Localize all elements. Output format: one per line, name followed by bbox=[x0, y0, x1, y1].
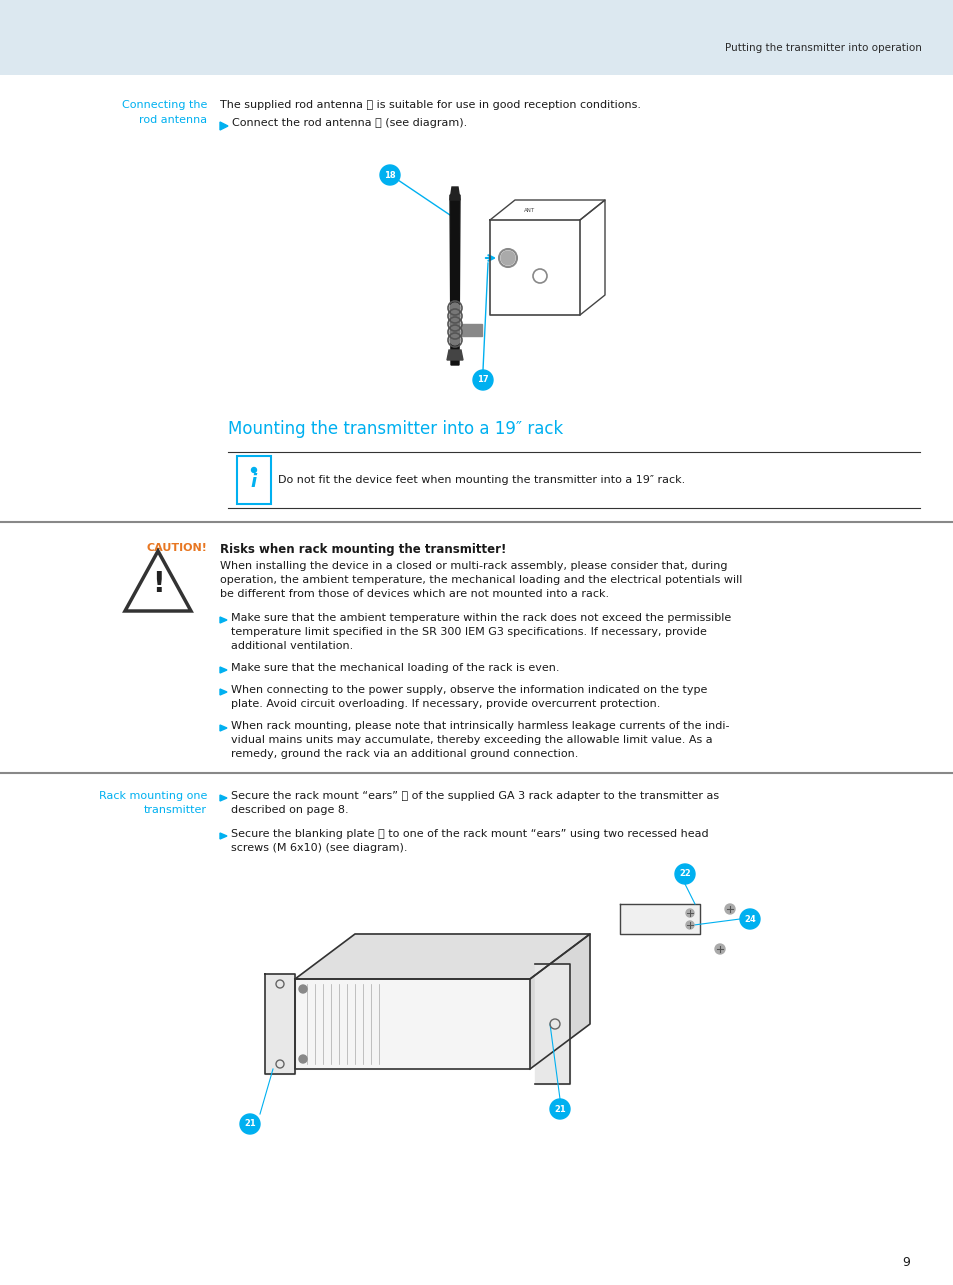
Text: 18: 18 bbox=[384, 171, 395, 180]
Text: The supplied rod antenna Ⓑ is suitable for use in good reception conditions.: The supplied rod antenna Ⓑ is suitable f… bbox=[220, 100, 640, 111]
Circle shape bbox=[252, 468, 256, 473]
Text: CAUTION!: CAUTION! bbox=[146, 544, 207, 553]
Text: Secure the rack mount “ears” ⓔ of the supplied GA 3 rack adapter to the transmit: Secure the rack mount “ears” ⓔ of the su… bbox=[231, 792, 719, 801]
Circle shape bbox=[450, 326, 459, 337]
Text: Connecting the: Connecting the bbox=[121, 100, 207, 111]
Circle shape bbox=[724, 905, 734, 914]
Text: When installing the device in a closed or multi-rack assembly, please consider t: When installing the device in a closed o… bbox=[220, 562, 727, 571]
Polygon shape bbox=[530, 934, 589, 1069]
Text: Rack mounting one: Rack mounting one bbox=[98, 792, 207, 801]
Circle shape bbox=[450, 303, 459, 314]
Text: screws (M 6x10) (see diagram).: screws (M 6x10) (see diagram). bbox=[231, 843, 407, 853]
Text: rod antenna: rod antenna bbox=[139, 114, 207, 125]
Text: 9: 9 bbox=[902, 1257, 909, 1270]
Polygon shape bbox=[220, 617, 227, 623]
Polygon shape bbox=[450, 188, 459, 200]
FancyBboxPatch shape bbox=[236, 456, 271, 504]
Text: Secure the blanking plate ⓕ to one of the rack mount “ears” using two recessed h: Secure the blanking plate ⓕ to one of th… bbox=[231, 829, 708, 839]
Text: operation, the ambient temperature, the mechanical loading and the electrical po: operation, the ambient temperature, the … bbox=[220, 574, 741, 585]
Polygon shape bbox=[220, 795, 227, 801]
Polygon shape bbox=[294, 934, 589, 979]
Polygon shape bbox=[265, 974, 294, 1074]
Text: temperature limit specified in the SR 300 IEM G3 specifications. If necessary, p: temperature limit specified in the SR 30… bbox=[231, 627, 706, 637]
Circle shape bbox=[298, 1055, 307, 1063]
Circle shape bbox=[550, 1099, 569, 1119]
Polygon shape bbox=[220, 689, 227, 695]
Text: vidual mains units may accumulate, thereby exceeding the allowable limit value. : vidual mains units may accumulate, there… bbox=[231, 735, 712, 745]
Polygon shape bbox=[619, 905, 700, 934]
Text: plate. Avoid circuit overloading. If necessary, provide overcurrent protection.: plate. Avoid circuit overloading. If nec… bbox=[231, 699, 659, 709]
Circle shape bbox=[240, 1114, 260, 1133]
Polygon shape bbox=[294, 979, 530, 1069]
Text: be different from those of devices which are not mounted into a rack.: be different from those of devices which… bbox=[220, 589, 608, 599]
Polygon shape bbox=[220, 833, 227, 839]
Circle shape bbox=[450, 335, 459, 344]
Text: Make sure that the ambient temperature within the rack does not exceed the permi: Make sure that the ambient temperature w… bbox=[231, 613, 731, 623]
Text: When connecting to the power supply, observe the information indicated on the ty: When connecting to the power supply, obs… bbox=[231, 685, 706, 695]
Text: 21: 21 bbox=[244, 1119, 255, 1128]
Polygon shape bbox=[461, 324, 481, 335]
Text: additional ventilation.: additional ventilation. bbox=[231, 641, 353, 651]
Polygon shape bbox=[535, 964, 569, 1085]
Circle shape bbox=[740, 908, 760, 929]
Circle shape bbox=[675, 864, 695, 884]
Polygon shape bbox=[447, 350, 462, 360]
Polygon shape bbox=[220, 725, 227, 731]
Polygon shape bbox=[220, 122, 228, 130]
Text: 22: 22 bbox=[679, 870, 690, 879]
Polygon shape bbox=[450, 195, 459, 365]
Circle shape bbox=[685, 908, 693, 917]
Circle shape bbox=[450, 311, 459, 321]
Text: Mounting the transmitter into a 19″ rack: Mounting the transmitter into a 19″ rack bbox=[228, 420, 562, 438]
Text: Connect the rod antenna Ⓑ (see diagram).: Connect the rod antenna Ⓑ (see diagram). bbox=[232, 118, 467, 128]
Text: i: i bbox=[251, 473, 256, 491]
Circle shape bbox=[379, 164, 399, 185]
Polygon shape bbox=[220, 667, 227, 673]
Text: Make sure that the mechanical loading of the rack is even.: Make sure that the mechanical loading of… bbox=[231, 663, 558, 673]
Circle shape bbox=[714, 944, 724, 953]
Text: !: ! bbox=[152, 571, 164, 598]
Bar bbox=[0, 0, 953, 75]
Circle shape bbox=[500, 251, 515, 265]
Text: described on page 8.: described on page 8. bbox=[231, 804, 348, 815]
Text: Risks when rack mounting the transmitter!: Risks when rack mounting the transmitter… bbox=[220, 544, 506, 556]
Text: 17: 17 bbox=[476, 375, 488, 384]
Text: ANT: ANT bbox=[524, 207, 535, 212]
Circle shape bbox=[685, 921, 693, 929]
Circle shape bbox=[298, 986, 307, 993]
Circle shape bbox=[473, 370, 493, 391]
Text: transmitter: transmitter bbox=[144, 804, 207, 815]
Circle shape bbox=[450, 319, 459, 329]
Text: Putting the transmitter into operation: Putting the transmitter into operation bbox=[724, 42, 921, 53]
Text: 24: 24 bbox=[743, 915, 755, 924]
Text: 21: 21 bbox=[554, 1105, 565, 1114]
Text: Do not fit the device feet when mounting the transmitter into a 19″ rack.: Do not fit the device feet when mounting… bbox=[277, 475, 684, 484]
Text: remedy, ground the rack via an additional ground connection.: remedy, ground the rack via an additiona… bbox=[231, 749, 578, 759]
Text: When rack mounting, please note that intrinsically harmless leakage currents of : When rack mounting, please note that int… bbox=[231, 721, 729, 731]
